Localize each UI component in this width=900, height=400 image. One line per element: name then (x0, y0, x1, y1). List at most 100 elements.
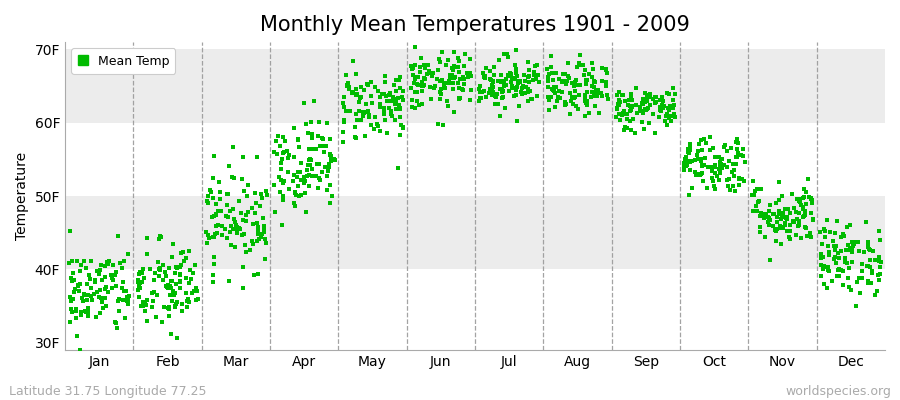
Point (256, 223, 271, 229)
Point (837, 233, 851, 239)
Point (136, 299, 150, 306)
Point (799, 224, 814, 231)
Point (120, 298, 134, 304)
Point (842, 247, 856, 253)
Point (772, 208, 787, 214)
Point (92, 271, 106, 278)
Point (452, 94, 466, 101)
Point (503, 70, 517, 76)
Point (190, 288, 204, 294)
Point (707, 186, 722, 192)
Point (542, 70, 556, 77)
Point (495, 95, 509, 101)
Point (594, 64, 608, 71)
Point (770, 219, 784, 226)
Point (733, 175, 747, 181)
Point (132, 280, 147, 287)
Point (842, 284, 857, 290)
Point (873, 264, 887, 270)
Point (76, 298, 90, 305)
Point (860, 278, 875, 284)
Point (695, 147, 709, 153)
Point (714, 156, 728, 162)
Point (377, 91, 392, 98)
Point (434, 90, 448, 97)
Point (590, 91, 604, 98)
Point (304, 119, 319, 125)
Point (392, 77, 406, 83)
Point (84, 284, 98, 291)
Point (660, 111, 674, 118)
Point (68, 288, 82, 295)
Point (713, 166, 727, 172)
Point (545, 77, 560, 83)
Point (273, 189, 287, 195)
Point (750, 208, 764, 214)
Point (309, 146, 323, 152)
Point (717, 161, 732, 168)
Point (838, 246, 852, 253)
Point (874, 259, 888, 265)
Point (832, 273, 846, 279)
Point (491, 91, 505, 97)
Point (499, 75, 513, 82)
Point (872, 253, 886, 260)
Point (277, 148, 292, 155)
Point (773, 223, 788, 230)
Point (76, 291, 91, 298)
Point (340, 83, 355, 90)
Point (464, 73, 479, 80)
Point (167, 291, 182, 298)
Point (266, 149, 281, 155)
Point (136, 303, 150, 309)
Point (436, 82, 451, 88)
Point (111, 298, 125, 304)
Point (163, 292, 177, 298)
Point (821, 267, 835, 274)
Point (207, 213, 221, 219)
Point (267, 182, 282, 189)
Point (611, 102, 625, 108)
Point (395, 88, 410, 94)
Point (140, 302, 154, 308)
Point (208, 231, 222, 237)
Point (698, 162, 712, 168)
Point (106, 262, 121, 268)
Point (847, 241, 861, 247)
Point (461, 74, 475, 80)
Point (558, 102, 572, 108)
Point (544, 64, 558, 70)
Point (683, 158, 698, 165)
Point (804, 195, 818, 202)
Point (132, 268, 147, 275)
Point (456, 81, 471, 88)
Point (569, 77, 583, 83)
Point (274, 177, 288, 183)
Point (806, 216, 820, 223)
Point (794, 202, 808, 209)
Point (846, 238, 860, 245)
Point (63, 228, 77, 234)
Point (714, 160, 728, 167)
Point (540, 84, 554, 90)
Point (83, 276, 97, 282)
Point (70, 258, 85, 265)
Point (385, 113, 400, 119)
Point (232, 225, 247, 231)
Point (380, 98, 394, 105)
Point (210, 230, 224, 236)
Point (229, 219, 243, 225)
Point (161, 304, 176, 310)
Point (165, 278, 179, 284)
Point (238, 242, 252, 248)
Point (212, 179, 227, 186)
Point (776, 210, 790, 216)
Point (236, 285, 250, 292)
Point (522, 78, 536, 85)
Point (371, 88, 385, 94)
Point (226, 206, 240, 212)
Point (152, 266, 166, 272)
Point (268, 138, 283, 144)
Point (218, 225, 232, 232)
Point (301, 162, 315, 168)
